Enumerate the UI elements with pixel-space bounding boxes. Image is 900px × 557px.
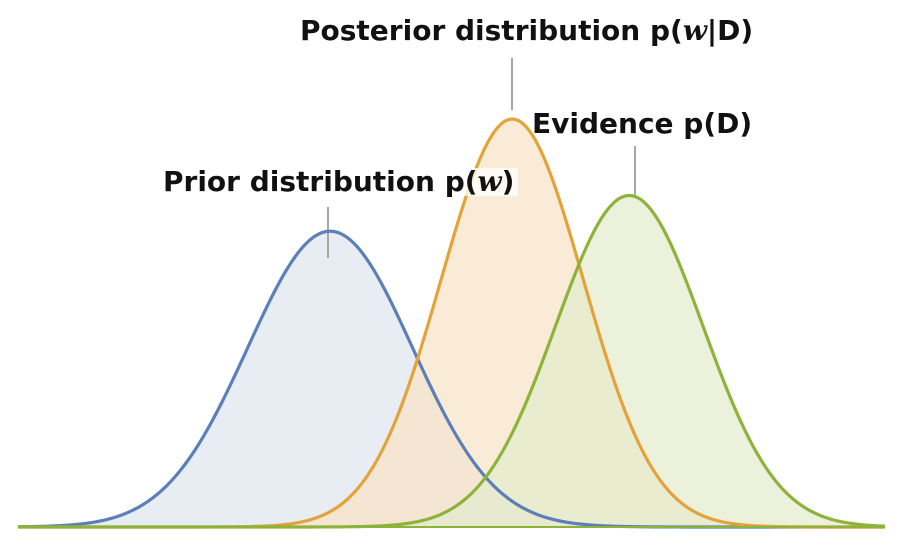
prior-label-var: w xyxy=(477,165,502,198)
prior-label: Prior distribution p(w) xyxy=(163,165,519,198)
evidence-curve-fill xyxy=(18,195,885,527)
posterior-curve-fill xyxy=(18,119,885,527)
prior-curve-fill xyxy=(18,231,885,527)
posterior-label-var: w xyxy=(682,14,707,47)
posterior-label: Posterior distribution p(w|D) xyxy=(300,17,753,45)
posterior-label-text: Posterior distribution p( xyxy=(300,14,683,47)
prior-label-suffix: ) xyxy=(501,165,515,198)
evidence-label-text: Evidence p(D) xyxy=(532,107,753,140)
prior-label-text: Prior distribution p( xyxy=(163,165,478,198)
evidence-label: Evidence p(D) xyxy=(532,110,752,138)
curve-fills xyxy=(18,119,885,527)
posterior-label-suffix: |D) xyxy=(706,14,754,47)
